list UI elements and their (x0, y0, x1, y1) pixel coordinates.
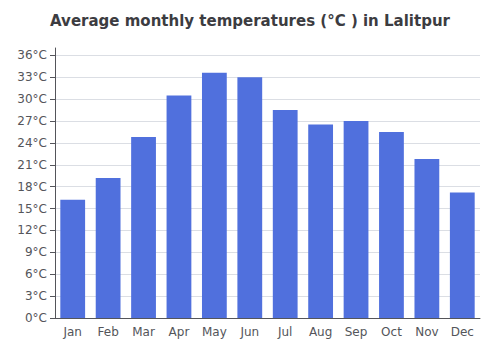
svg-text:30°C: 30°C (17, 92, 47, 106)
svg-text:24°C: 24°C (17, 136, 47, 150)
svg-text:Jul: Jul (277, 325, 292, 339)
svg-text:Sep: Sep (345, 325, 368, 339)
svg-text:18°C: 18°C (17, 180, 47, 194)
svg-text:3°C: 3°C (25, 289, 47, 303)
svg-text:12°C: 12°C (17, 223, 47, 237)
svg-text:May: May (202, 325, 227, 339)
svg-text:9°C: 9°C (25, 245, 47, 259)
svg-text:6°C: 6°C (25, 267, 47, 281)
svg-text:Feb: Feb (98, 325, 119, 339)
svg-text:Dec: Dec (451, 325, 474, 339)
svg-text:Average monthly temperatures (: Average monthly temperatures (°C ) in La… (50, 12, 451, 30)
svg-text:36°C: 36°C (17, 48, 47, 62)
svg-text:0°C: 0°C (25, 311, 47, 325)
svg-text:Nov: Nov (415, 325, 438, 339)
svg-text:33°C: 33°C (17, 70, 47, 84)
svg-text:Mar: Mar (132, 325, 155, 339)
svg-text:Aug: Aug (309, 325, 332, 339)
svg-text:27°C: 27°C (17, 114, 47, 128)
svg-text:Jan: Jan (62, 325, 82, 339)
svg-text:21°C: 21°C (17, 158, 47, 172)
svg-text:Apr: Apr (169, 325, 190, 339)
svg-text:Jun: Jun (239, 325, 259, 339)
svg-text:Oct: Oct (381, 325, 402, 339)
svg-text:15°C: 15°C (17, 202, 47, 216)
